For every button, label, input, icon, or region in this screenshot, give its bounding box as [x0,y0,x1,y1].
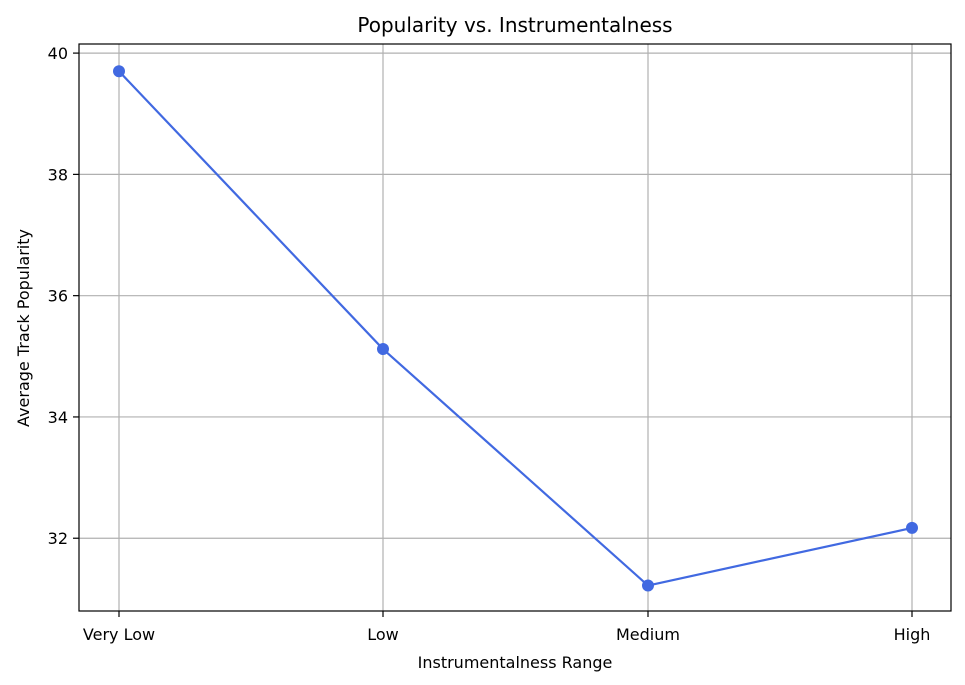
y-tick-label: 36 [48,287,68,306]
y-tick-label: 34 [48,408,68,427]
chart-title: Popularity vs. Instrumentalness [357,13,672,37]
data-point-marker [642,579,654,592]
series-line-group [113,65,918,592]
plot-frame [78,43,952,612]
data-point-marker [377,343,389,356]
x-tick-label: Low [367,625,399,644]
x-axis-label: Instrumentalness Range [418,653,613,672]
x-tick-label: Medium [616,625,680,644]
x-tick-label: Very Low [83,625,155,644]
series-line [117,70,914,587]
y-tick-label: 38 [48,165,68,184]
x-tick-label: High [894,625,931,644]
y-tick-label: 40 [48,44,68,63]
axis-ticks: Very Low Low Medium High 32 34 36 38 40 [48,44,931,644]
grid-lines [79,44,951,611]
y-axis-label: Average Track Popularity [14,229,33,427]
data-point-marker [113,65,125,78]
y-tick-label: 32 [48,529,68,548]
data-point-marker [906,521,918,534]
